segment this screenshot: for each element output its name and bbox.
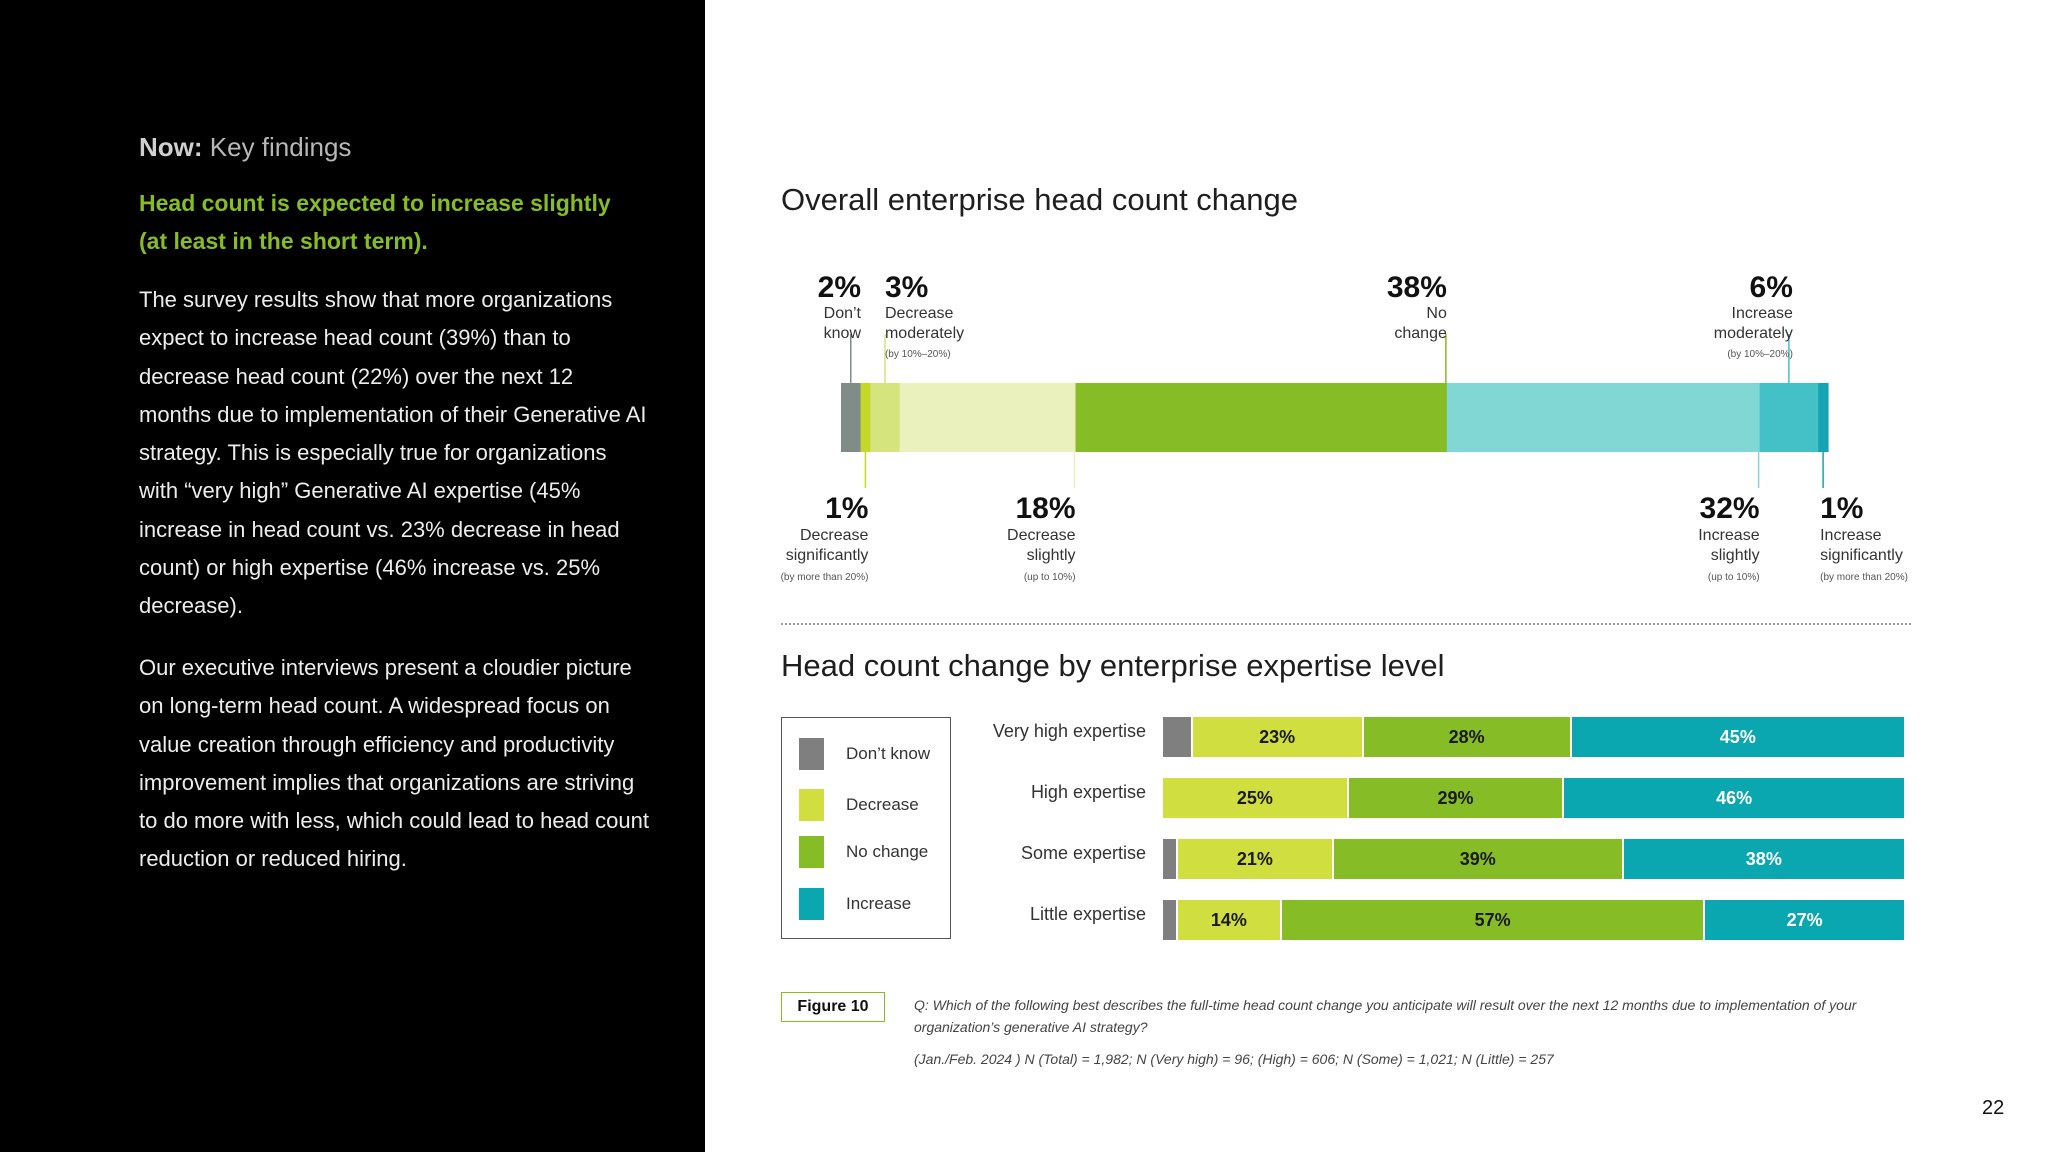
value-label-no_change: 38% [1387,271,1447,304]
legend-item-increase: Increase [799,888,911,920]
survey-question: Q: Which of the following best describes… [914,997,1857,1035]
bar-segment-decrease: 21% [1177,839,1332,879]
value-label-dec_slight: 18% [1015,492,1075,525]
category-label2-dec_slight: slightly [1027,547,1076,564]
chart-title-overall: Overall enterprise head count change [781,182,1298,217]
bar-segment-inc_slight [1446,383,1761,452]
legend-label-decrease: Decrease [846,795,919,814]
sub-label-inc_mod: (by 10%–20%) [1727,349,1793,360]
expertise-row: Little expertise 14% 57% 27% [0,900,2048,940]
chart-title-expertise: Head count change by enterprise expertis… [781,648,1445,683]
bar-segment-increase: 27% [1705,900,1904,940]
bar-segment-no-change: 57% [1281,900,1704,940]
bar-segment-decrease: 23% [1192,717,1362,757]
sub-label-dec_mod: (by 10%–20%) [885,349,951,360]
bar-segment-no-change: 39% [1333,839,1622,879]
category-label2-inc_sig: significantly [1820,547,1903,564]
legend-label-increase: Increase [846,894,912,913]
legend-label-dont-know: Don’t know [846,744,931,763]
body-paragraph-1: The survey results show that more organi… [139,287,647,619]
bar-segment-dec_mod [870,383,901,452]
bar-segment-increase: 46% [1564,778,1904,818]
value-label-inc_sig: 1% [1820,492,1863,525]
row-label: High expertise [1030,782,1146,802]
row-label: Some expertise [1020,843,1146,863]
bar-segment-no_change [1075,383,1448,452]
category-label2-no_change: change [1394,325,1447,342]
legend-swatch-increase [799,888,824,920]
category-label-inc_slight: Increase [1698,527,1759,544]
value-label-inc_mod: 6% [1750,271,1793,304]
section-kicker: Now: Key findings [139,132,351,163]
kicker-bold: Now: [139,132,203,162]
bar-segment-inc_mod [1759,383,1819,452]
row-label: Very high expertise [992,721,1146,741]
page-number: 22 [1982,1097,2005,1119]
category-label2-inc_slight: slightly [1711,547,1760,564]
sub-label-inc_slight: (up to 10%) [1708,572,1760,583]
sub-label-dec_slight: (up to 10%) [1024,572,1076,583]
category-label-inc_sig: Increase [1820,527,1881,544]
category-label2-dec_mod: moderately [885,325,964,342]
value-label-dec_sig: 1% [825,492,868,525]
value-label-dont_know: 2% [818,271,861,304]
bar-segment-dec_sig [860,383,871,452]
bar-segment-don-t-know [1163,900,1176,940]
legend-swatch-dont-know [799,738,824,770]
category-label-dec_sig: Decrease [800,527,869,544]
sub-label-dec_sig: (by more than 20%) [781,572,869,583]
body-paragraph-2: Our executive interviews present a cloud… [139,655,649,872]
bar-segment-decrease: 14% [1177,900,1280,940]
bar-segment-don-t-know [1163,717,1191,757]
bar-segment-no-change: 29% [1348,778,1563,818]
left-panel: Now: Key findings Head count is expected… [0,0,705,1152]
chart-legend: Don’t know Decrease No change Increase [781,717,951,939]
category-label2-dec_sig: significantly [786,547,869,564]
category-label-dont_know: Don’t [824,305,862,322]
category-label-dec_slight: Decrease [1007,527,1076,544]
expertise-row: High expertise 25% 29% 46% [0,778,2048,818]
expertise-row: Some expertise 21% 39% 38% [0,839,2048,879]
bar-segment-dec_slight [899,383,1077,452]
category-label-inc_mod: Increase [1732,305,1793,322]
category-label-dec_mod: Decrease [885,305,954,322]
bar-segment-don-t-know [1163,839,1176,879]
legend-swatch-no-change [799,836,824,868]
bar-segment-no-change: 28% [1363,717,1570,757]
overall-headcount-chart: 2%Don’t know 1% Decrease significantly (by mo… [781,271,1908,583]
headline: Head count is expected to increase sligh… [139,190,611,254]
expertise-row: Very high expertise 23% 28% 45% [0,717,2048,757]
sub-label-inc_sig: (by more than 20%) [1820,572,1908,583]
legend-item-no-change: No change [799,836,928,868]
category-label2-inc_mod: moderately [1714,325,1793,342]
legend-label-no-change: No change [846,842,929,861]
row-label: Little expertise [1029,904,1146,924]
value-label-dec_mod: 3% [885,271,928,304]
legend-item-dont-know: Don’t know [799,738,930,770]
bar-segment-decrease: 25% [1163,778,1347,818]
bar-segment-increase: 45% [1571,717,1904,757]
value-label-inc_slight: 32% [1700,492,1760,525]
legend-swatch-decrease [799,789,824,821]
bar-segment-inc_sig [1818,383,1829,452]
bar-segment-increase: 38% [1623,839,1904,879]
section-divider [781,623,1911,625]
category-label-no_change: No [1426,305,1447,322]
bar-segment-dont_know [841,383,862,452]
legend-item-decrease: Decrease [799,789,919,821]
figure-tag: Figure 10 [781,992,885,1022]
category-label2-dont_know: know [824,325,862,342]
sample-size-note: (Jan./Feb. 2024 ) N (Total) = 1,982; N (… [914,1051,1554,1067]
kicker-text: Key findings [202,132,352,162]
